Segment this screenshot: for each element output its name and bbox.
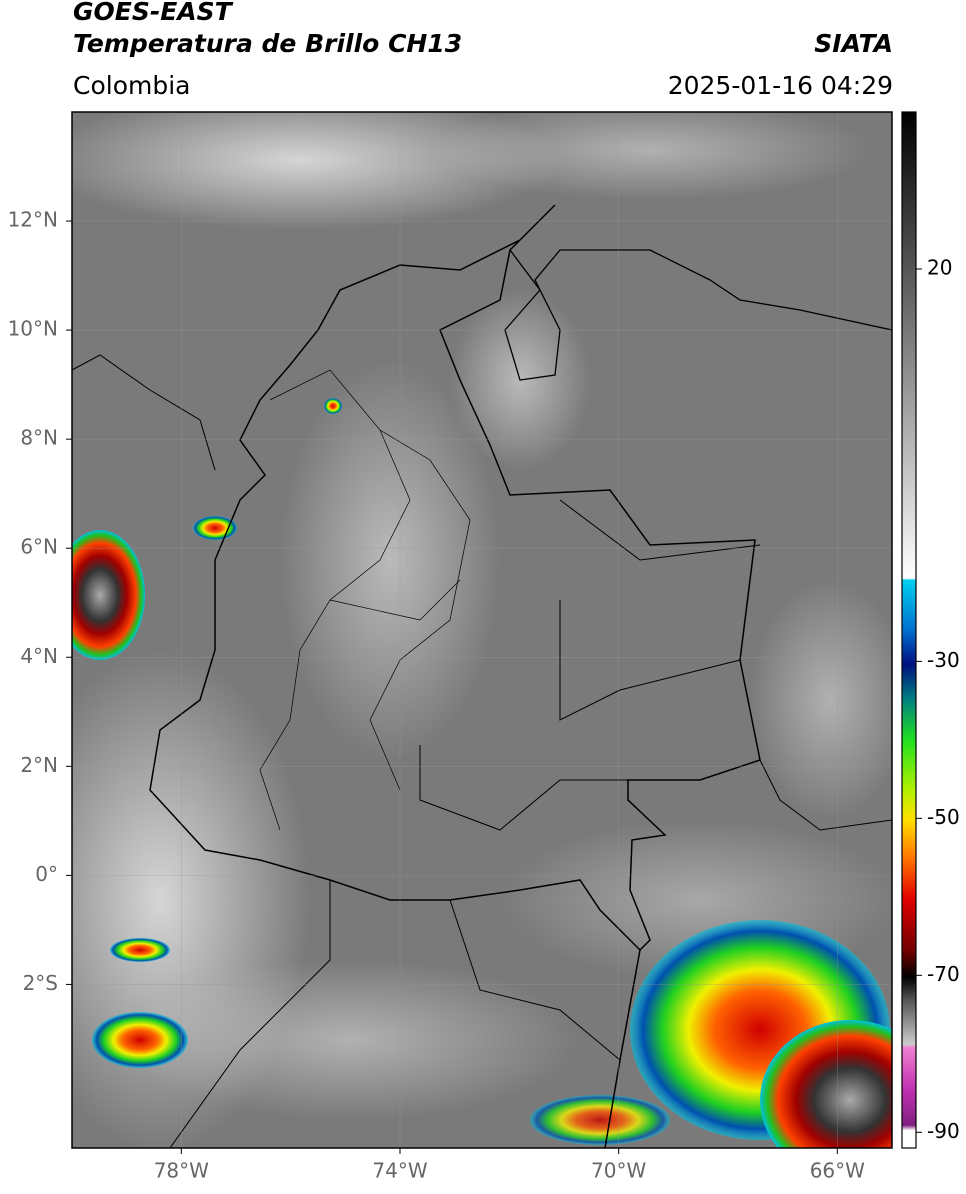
x-tick-label: 74°W — [372, 1159, 427, 1183]
y-tick-label: 2°S — [23, 971, 58, 995]
x-tick-label: 78°W — [154, 1159, 209, 1183]
colorbar-tick-label: -70 — [927, 962, 960, 986]
satellite-image — [72, 112, 892, 1148]
y-tick-label: 8°N — [20, 426, 58, 450]
y-tick-label: 2°N — [20, 753, 58, 777]
x-tick-label: 66°W — [810, 1159, 865, 1183]
y-tick-label: 0° — [35, 862, 58, 886]
source: SIATA — [814, 29, 893, 58]
x-tick-label: 70°W — [591, 1159, 646, 1183]
map-frame — [71, 111, 893, 1149]
colorbar — [901, 111, 917, 1149]
y-tick-label: 4°N — [20, 644, 58, 668]
y-tick-label: 6°N — [20, 535, 58, 559]
title: GOES-EAST — [73, 0, 234, 26]
subtitle: Temperatura de Brillo CH13 — [73, 29, 462, 58]
colorbar-tick-label: -50 — [927, 805, 960, 829]
colorbar-tick-label: -30 — [927, 648, 960, 672]
y-tick-label: 10°N — [8, 317, 58, 341]
datetime: 2025-01-16 04:29 — [668, 71, 893, 100]
y-tick-label: 12°N — [8, 208, 58, 232]
graticule — [72, 112, 892, 1148]
colorbar-tick-label: 20 — [927, 255, 952, 279]
region: Colombia — [73, 71, 190, 100]
colorbar-tick-label: -90 — [927, 1119, 960, 1143]
